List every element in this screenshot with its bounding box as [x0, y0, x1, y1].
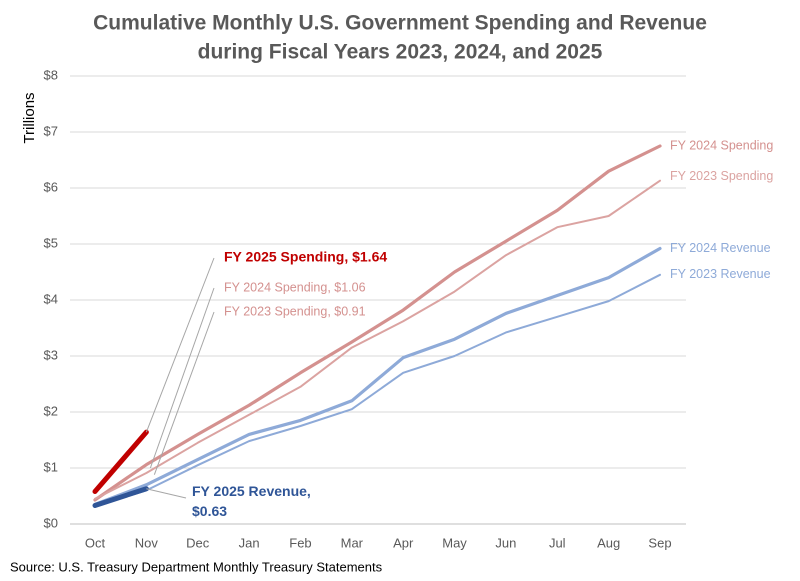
source-note: Source: U.S. Treasury Department Monthly…	[10, 559, 383, 574]
x-tick-label: Jul	[549, 535, 566, 550]
series-line	[92, 486, 149, 509]
y-tick-label: $5	[44, 235, 58, 250]
series-label: FY 2024 Revenue	[670, 241, 771, 255]
x-tick-label: Feb	[289, 535, 311, 550]
x-tick-label: Aug	[597, 535, 620, 550]
leader-line	[145, 257, 215, 433]
annotation: FY 2024 Spending, $1.06	[224, 280, 366, 294]
chart-subtitle: during Fiscal Years 2023, 2024, and 2025	[198, 41, 603, 64]
y-tick-label: $2	[44, 403, 58, 418]
series-label: FY 2024 Spending	[670, 138, 773, 152]
chart-title: Cumulative Monthly U.S. Government Spend…	[93, 12, 707, 35]
annotation: FY 2025 Spending, $1.64	[224, 249, 387, 265]
x-tick-label: May	[442, 535, 467, 550]
series-line	[93, 246, 662, 506]
y-tick-label: $8	[44, 67, 58, 82]
x-tick-label: Oct	[85, 535, 106, 550]
y-tick-label: $3	[44, 347, 58, 362]
series-label: FY 2023 Revenue	[670, 267, 771, 281]
y-tick-label: $1	[44, 459, 58, 474]
y-tick-label: $6	[44, 179, 58, 194]
x-tick-label: Dec	[186, 535, 210, 550]
leader-line	[149, 287, 215, 469]
y-tick-label: $7	[44, 123, 58, 138]
annotation: FY 2025 Revenue, $0.63	[192, 483, 311, 519]
annotation: FY 2023 Spending, $0.91	[224, 304, 366, 318]
x-tick-label: Sep	[648, 535, 671, 550]
x-tick-label: Jun	[495, 535, 516, 550]
series-line	[94, 273, 661, 508]
annotation-line: $0.63	[192, 503, 227, 519]
series-line	[94, 179, 661, 500]
series-label: FY 2023 Spending	[670, 169, 773, 183]
leader-line	[146, 488, 187, 499]
y-axis-label: Trillions	[21, 92, 38, 143]
y-tick-label: $4	[44, 291, 58, 306]
x-tick-label: Nov	[135, 535, 159, 550]
series-line	[92, 429, 149, 495]
x-tick-label: Mar	[341, 535, 364, 550]
x-tick-label: Jan	[239, 535, 260, 550]
annotation-line: FY 2025 Revenue,	[192, 483, 311, 499]
y-tick-label: $0	[44, 515, 58, 530]
series-line	[93, 144, 662, 502]
x-tick-label: Apr	[393, 535, 414, 550]
leader-line	[153, 311, 215, 475]
